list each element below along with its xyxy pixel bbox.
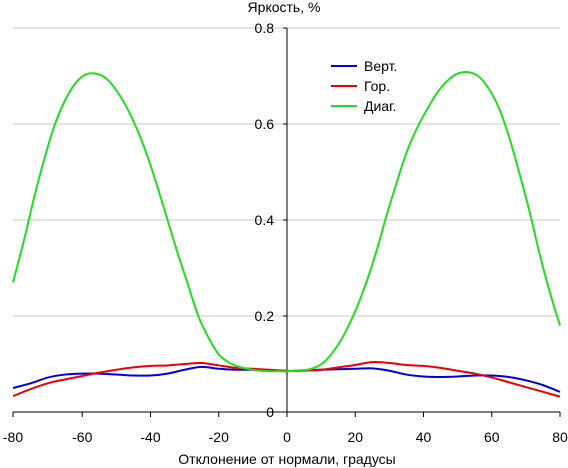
y-tick-label-3: 0.6	[255, 116, 275, 132]
series-lines	[12, 71, 561, 398]
x-tick-label-7: 60	[484, 429, 500, 445]
x-axis-title: Отклонение от нормали, градусы	[178, 451, 395, 467]
y-tick-label-2: 0.4	[255, 212, 275, 228]
series-line-2	[12, 71, 561, 373]
legend-label-2: Диаг.	[364, 98, 396, 114]
legend-label-0: Верт.	[364, 58, 397, 74]
x-tick-label-8: 80	[552, 429, 568, 445]
tick-labels: -80 -60 -40 -20 0 20 40 60 80 0 0.2 0.4 0.6 0.8	[3, 20, 568, 445]
legend-label-1: Гор.	[364, 78, 390, 94]
x-tick-label-6: 40	[416, 429, 432, 445]
y-axis-title: Яркость, %	[248, 0, 321, 15]
y-tick-label-4: 0.8	[255, 20, 275, 36]
x-tick-label-2: -40	[140, 429, 160, 445]
x-tick-label-0: -80	[3, 429, 23, 445]
x-tick-label-1: -60	[72, 429, 92, 445]
x-tick-label-3: -20	[209, 429, 229, 445]
y-tick-label-0: 0	[266, 404, 274, 420]
y-tick-label-1: 0.2	[255, 308, 275, 324]
x-tick-label-5: 20	[347, 429, 363, 445]
axes	[12, 27, 561, 417]
x-tick-label-4: 0	[283, 429, 291, 445]
legend: Верт. Гор. Диаг.	[331, 58, 397, 114]
